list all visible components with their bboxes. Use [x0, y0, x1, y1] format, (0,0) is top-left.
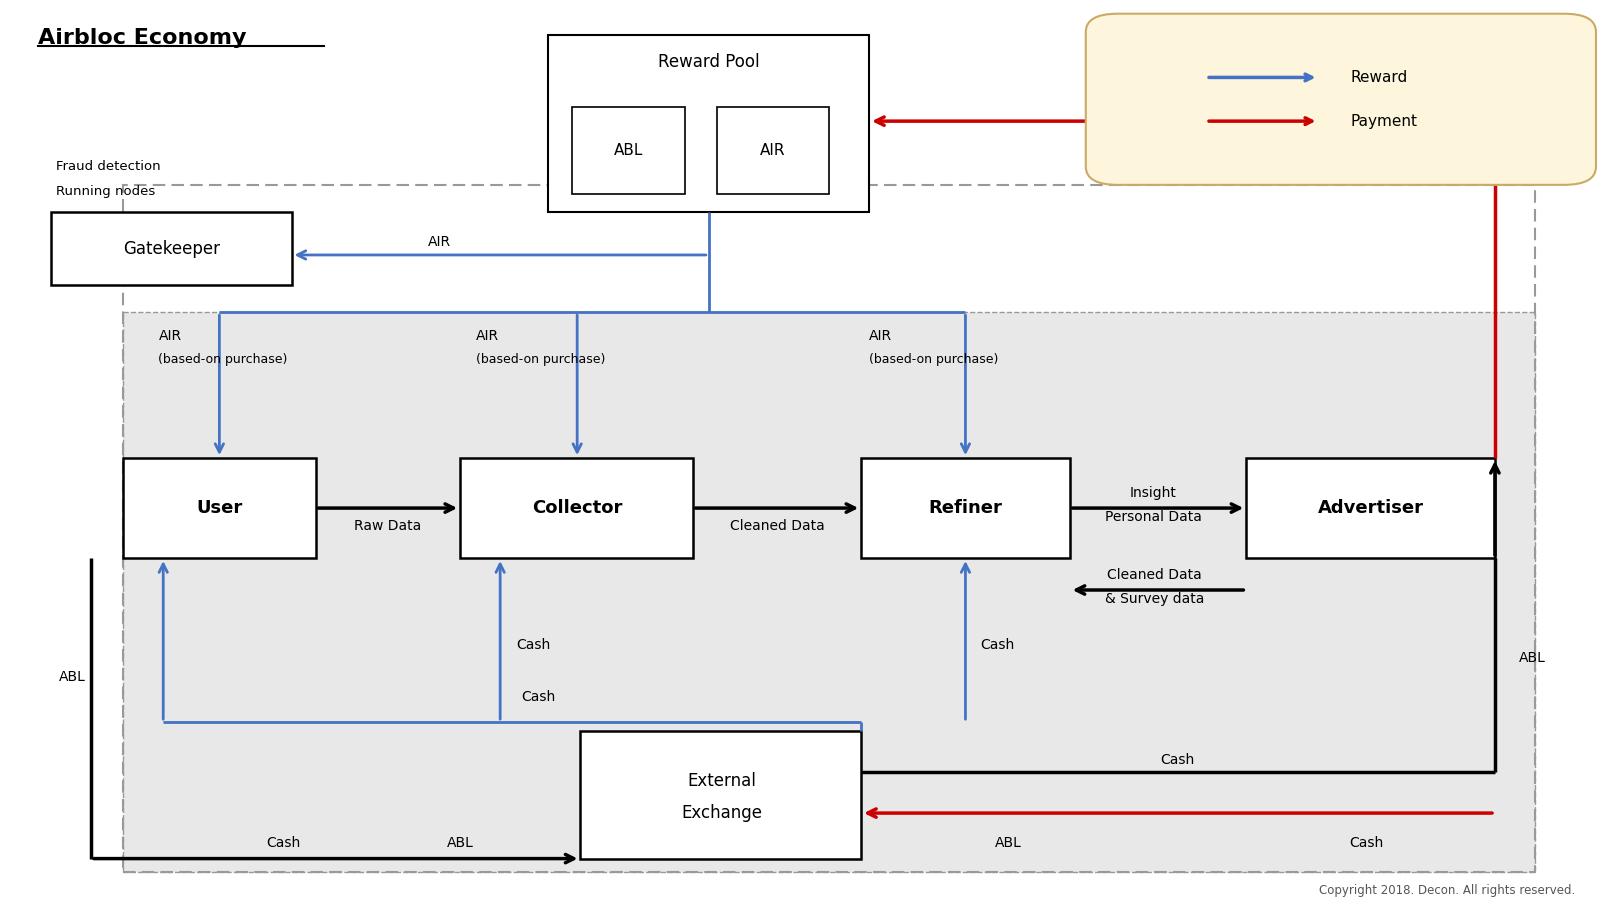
Bar [122, 185, 1534, 872]
Text: Cash: Cash [1161, 753, 1195, 768]
Bar [1246, 458, 1496, 558]
Text: Payment: Payment [1351, 114, 1417, 128]
FancyBboxPatch shape [1085, 14, 1596, 185]
Text: Collector: Collector [531, 499, 623, 517]
Bar [861, 458, 1069, 558]
Text: ABL: ABL [446, 836, 473, 850]
Text: Cash: Cash [522, 690, 555, 703]
Text: Advertiser: Advertiser [1319, 499, 1425, 517]
Text: Personal Data: Personal Data [1104, 510, 1201, 524]
Bar [460, 458, 692, 558]
Text: Exchange: Exchange [681, 804, 762, 822]
Text: Refiner: Refiner [929, 499, 1003, 517]
Text: ABL: ABL [1257, 96, 1283, 110]
Bar [52, 213, 291, 285]
Text: Gatekeeper: Gatekeeper [122, 240, 219, 257]
Bar [122, 312, 1534, 872]
Text: Cash: Cash [266, 836, 301, 850]
Text: Copyright 2018. Decon. All rights reserved.: Copyright 2018. Decon. All rights reserv… [1319, 884, 1575, 897]
Text: Raw Data: Raw Data [354, 519, 422, 533]
Text: ABL: ABL [613, 143, 644, 158]
Bar [549, 35, 869, 213]
Text: Cash: Cash [517, 638, 551, 651]
Text: Reward Pool: Reward Pool [658, 53, 760, 71]
Text: AIR: AIR [158, 329, 182, 343]
Text: ABL: ABL [1518, 651, 1546, 665]
Text: Airbloc Economy: Airbloc Economy [39, 28, 246, 49]
Text: Cash: Cash [980, 638, 1014, 651]
Text: (based-on purchase): (based-on purchase) [869, 354, 998, 366]
Text: ABL: ABL [60, 670, 85, 683]
Text: (based-on purchase): (based-on purchase) [477, 354, 605, 366]
Text: Fraud detection: Fraud detection [56, 160, 161, 173]
Text: (based-on purchase): (based-on purchase) [158, 354, 288, 366]
Text: AIR: AIR [869, 329, 892, 343]
Bar [122, 458, 316, 558]
Text: User: User [196, 499, 243, 517]
Text: (based-on purchase): (based-on purchase) [1201, 121, 1340, 134]
Text: AIR: AIR [428, 235, 451, 249]
Bar [573, 107, 684, 194]
Text: AIR: AIR [477, 329, 499, 343]
Text: Cleaned Data: Cleaned Data [731, 519, 824, 533]
Text: External: External [687, 772, 757, 791]
Text: Reward: Reward [1351, 70, 1407, 85]
Bar [580, 731, 861, 858]
Text: Running nodes: Running nodes [56, 185, 155, 198]
Text: & Survey data: & Survey data [1104, 592, 1204, 606]
Text: ABL: ABL [995, 836, 1022, 850]
Text: AIR: AIR [760, 143, 786, 158]
Text: Cleaned Data: Cleaned Data [1108, 568, 1203, 582]
Text: Insight: Insight [1130, 485, 1177, 499]
Bar [716, 107, 829, 194]
Text: Cash: Cash [1349, 836, 1383, 850]
